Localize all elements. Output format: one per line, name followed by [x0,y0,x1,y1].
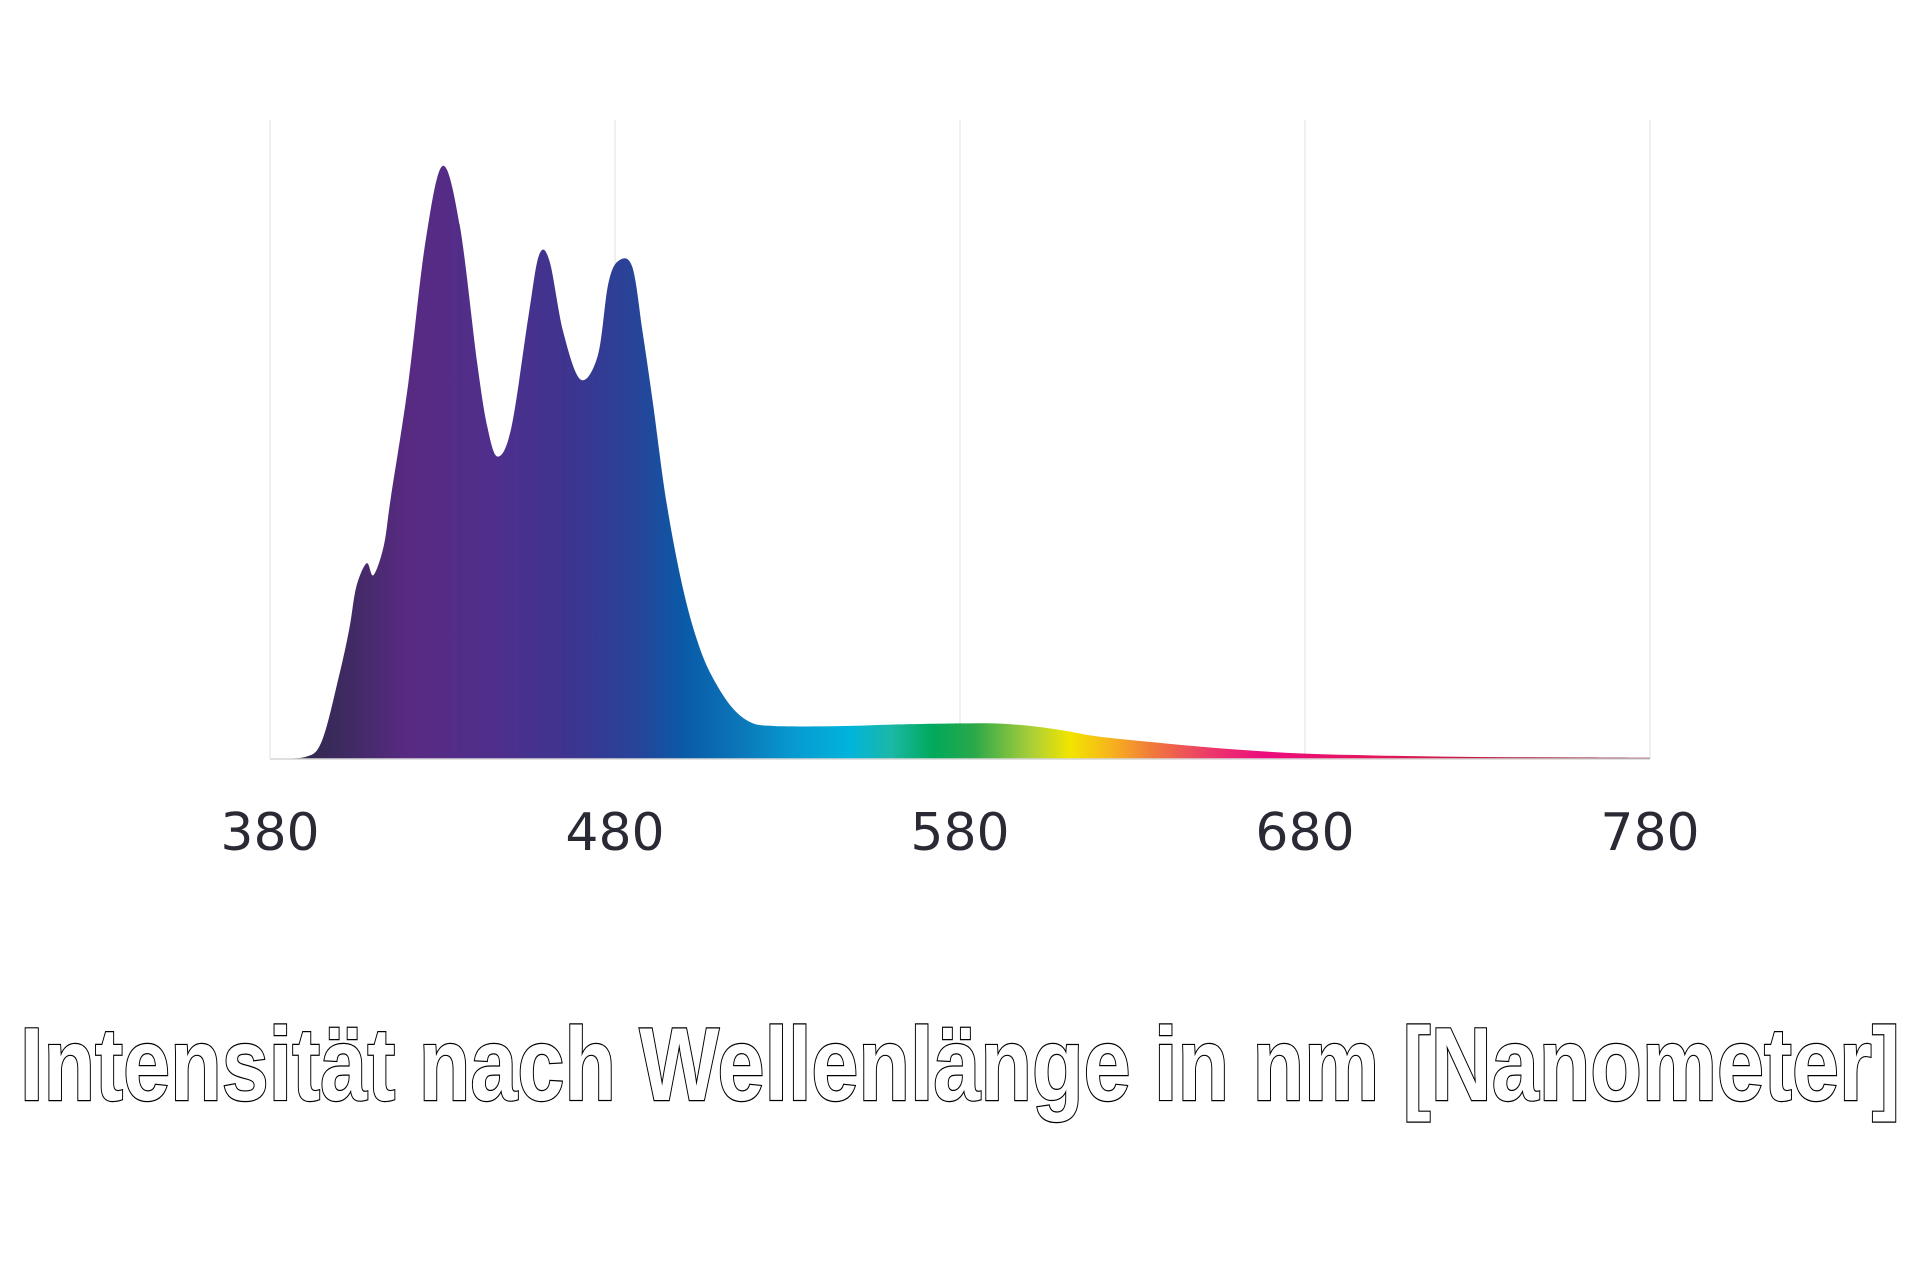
x-tick-label: 380 [220,803,319,863]
chart-caption: Intensität nach Wellenlänge in nm [Nanom… [20,1007,1900,1123]
x-tick-label: 580 [910,803,1009,863]
x-tick-label: 480 [565,803,664,863]
spectrum-area [270,165,1650,759]
x-tick-label: 680 [1255,803,1354,863]
x-tick-labels: 380 480 580 680 780 [220,803,1699,863]
x-tick-label: 780 [1600,803,1699,863]
spectrum-curve [270,165,1650,759]
